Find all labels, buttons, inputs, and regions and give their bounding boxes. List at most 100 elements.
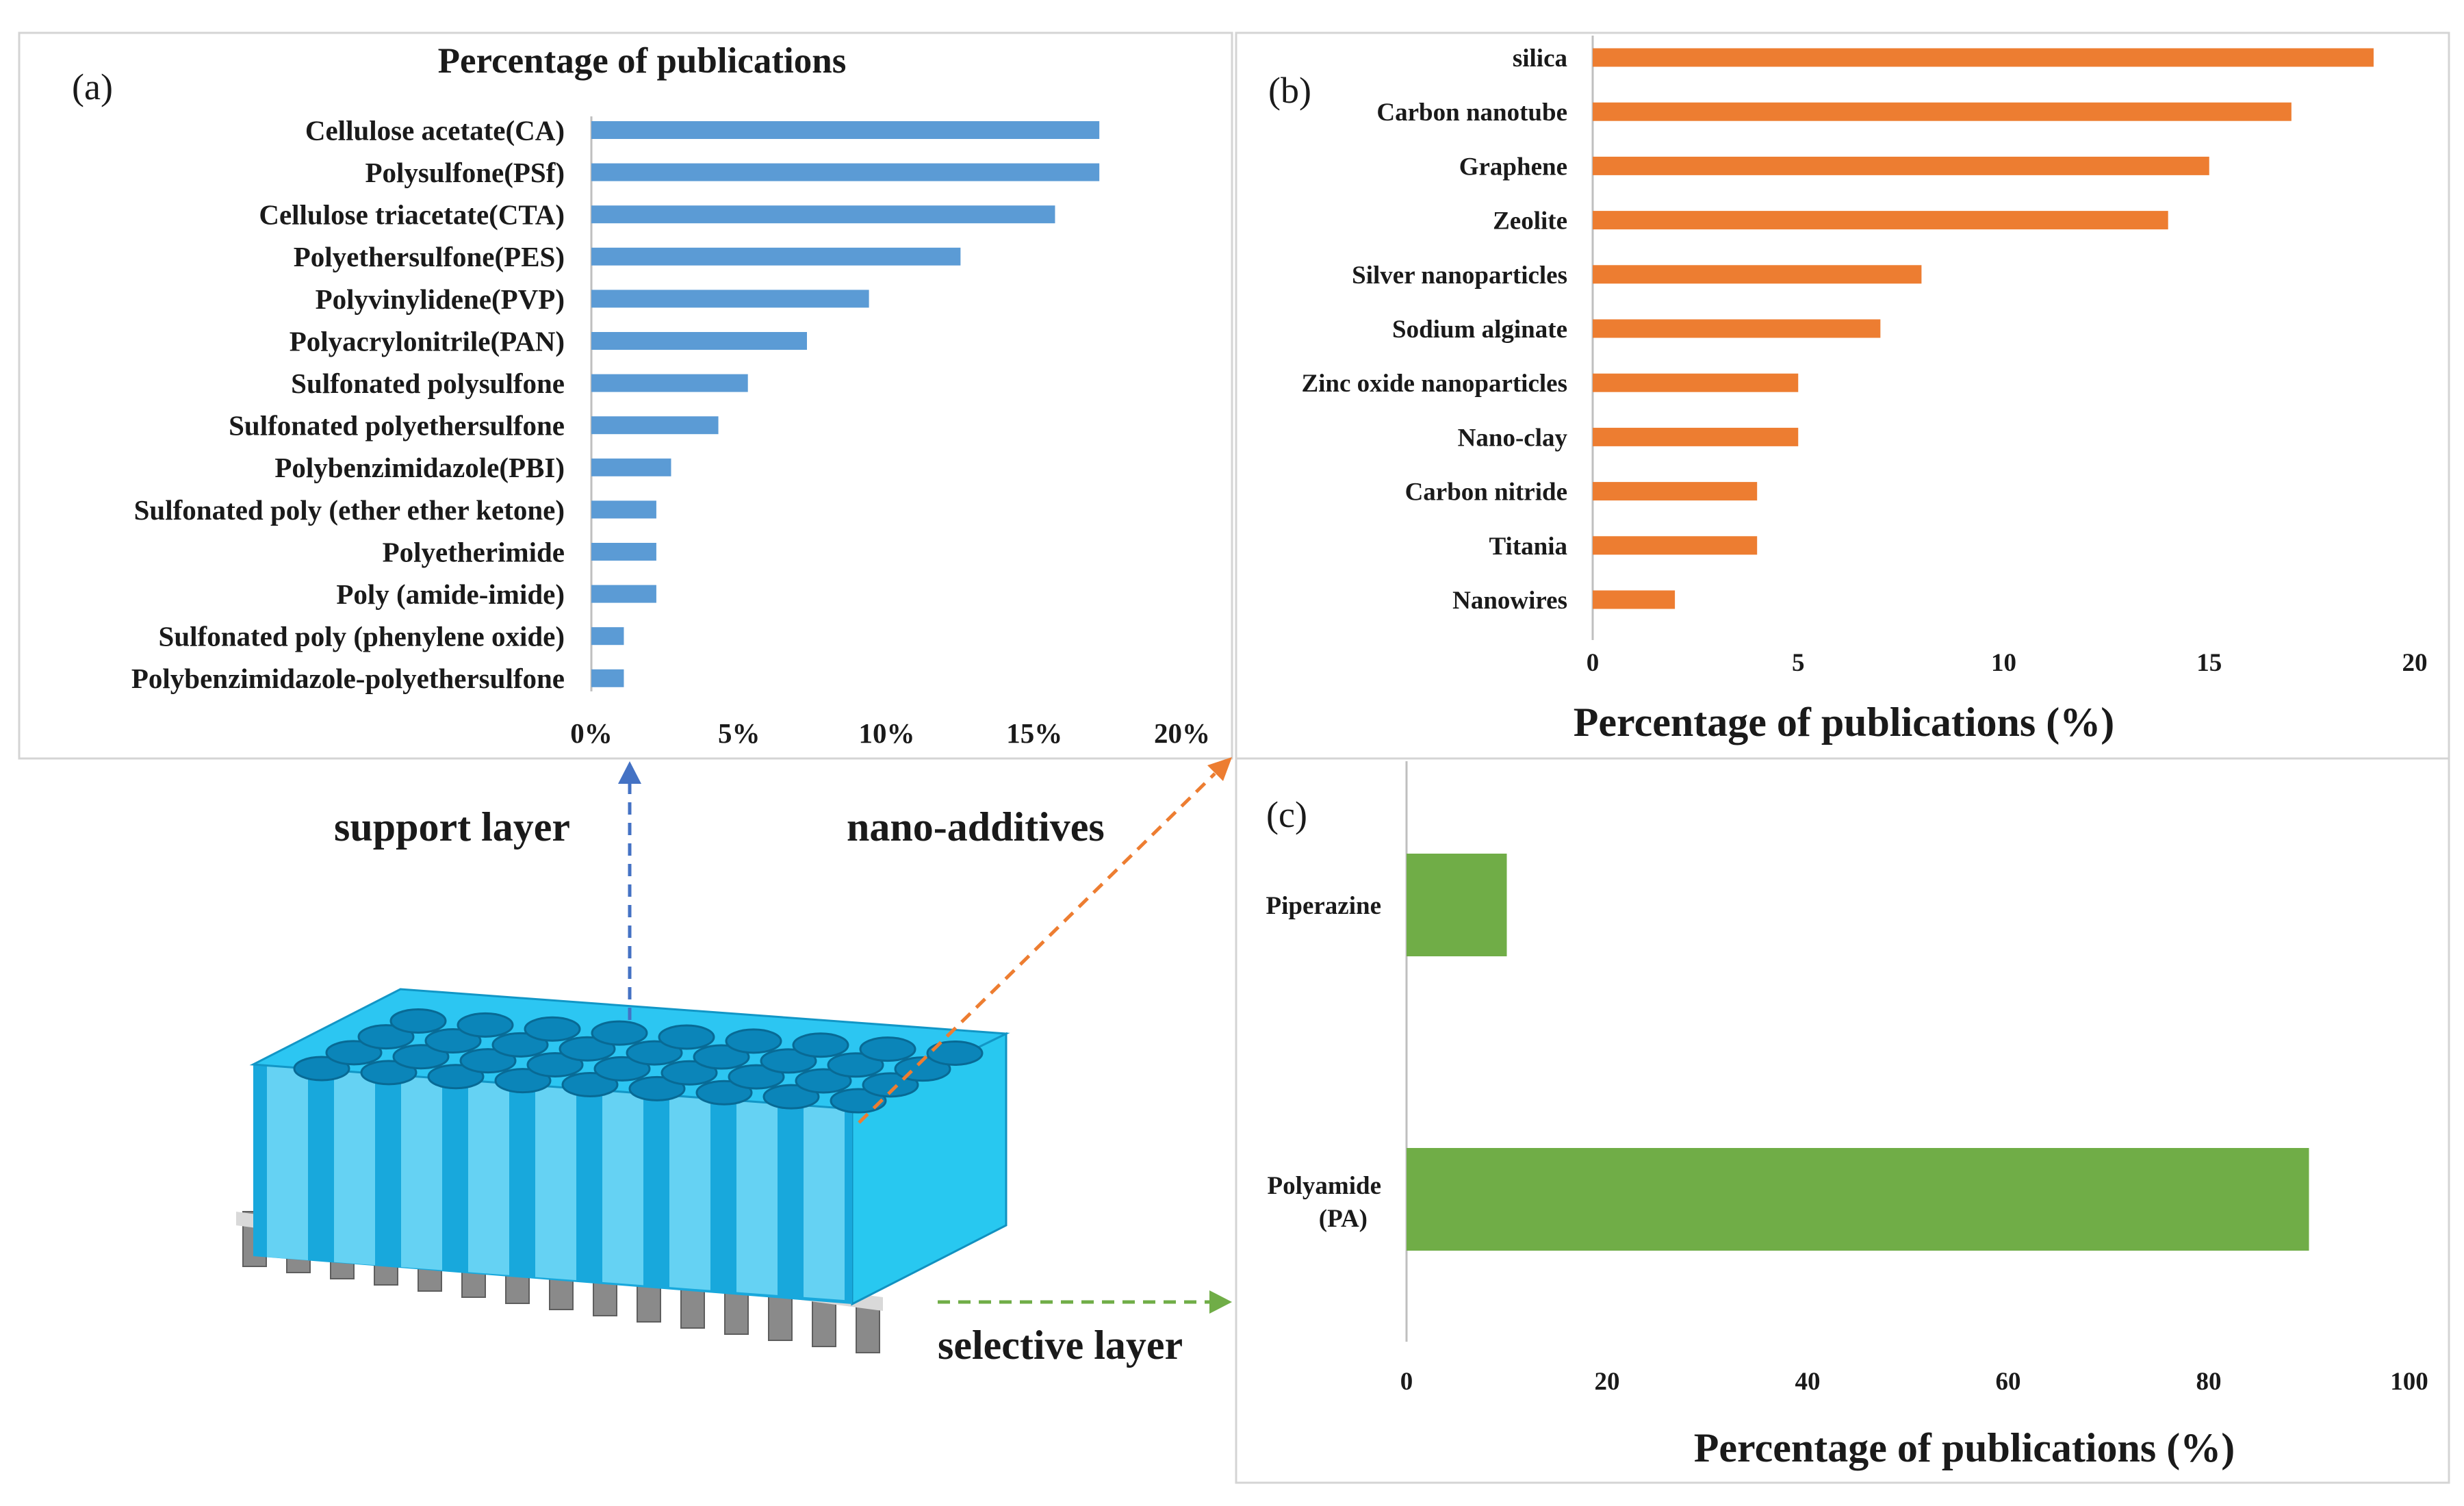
pore-3-7 [859, 1036, 916, 1062]
category-label-a-9: Sulfonated poly (ether ether ketone) [134, 494, 565, 526]
pore-3-1 [457, 1012, 514, 1038]
pore-1-6 [728, 1064, 785, 1090]
bar-a-6 [591, 374, 748, 392]
membrane-illustration [236, 988, 1010, 1353]
bar-a-5 [591, 332, 807, 350]
pore-1-3 [526, 1051, 584, 1077]
pore-2-1 [424, 1028, 482, 1054]
category-label-b-0: silica [1513, 44, 1567, 73]
category-label-a-5: Polyacrylonitrile(PAN) [290, 325, 565, 357]
tick-label-b-4: 20 [2402, 649, 2428, 677]
pore-0-3 [494, 1068, 552, 1094]
bar-a-7 [591, 416, 719, 435]
pore-1-7 [795, 1068, 852, 1094]
bar-c-1 [1407, 1148, 2309, 1251]
chart-b: silica Carbon nanotube Graphene Zeolite Silv… [1301, 36, 2428, 677]
membrane-column-6 [669, 1095, 710, 1290]
pore-3-4 [658, 1024, 715, 1050]
pore-3-0 [389, 1008, 447, 1034]
bar-a-1 [591, 163, 1100, 181]
pore-2-6 [760, 1048, 817, 1074]
pore-3-3 [591, 1020, 648, 1046]
bar-b-10 [1593, 590, 1676, 609]
bar-a-4 [591, 290, 869, 308]
selective-arrow [938, 1290, 1232, 1314]
support-arrow-head [618, 761, 641, 784]
category-label-b-6: Zinc oxide nanoparticles [1301, 370, 1567, 398]
bar-b-1 [1593, 102, 2292, 121]
bar-b-2 [1593, 156, 2209, 175]
bar-a-10 [591, 543, 656, 561]
nano-arrow-line [858, 772, 1216, 1124]
bar-a-8 [591, 458, 671, 476]
category-label-c-0: Piperazine [1266, 892, 1381, 920]
selective-arrow-head [1209, 1290, 1232, 1314]
tick-label-a-0: 0% [570, 717, 613, 749]
category-label-a-10: Polyetherimide [383, 536, 565, 567]
membrane-column-5 [602, 1090, 643, 1286]
tick-label-a-4: 20% [1154, 717, 1210, 749]
tick-label-b-1: 5 [1792, 649, 1805, 677]
category-label-b-1: Carbon nanotube [1376, 99, 1567, 127]
category-label-a-0: Cellulose acetate(CA) [305, 114, 565, 146]
nano-arrow-head [1207, 757, 1232, 781]
panel-b-xlabel: Percentage of publications (%) [1574, 700, 2114, 745]
category-label-a-1: Polysulfone(PSf) [365, 157, 565, 188]
tick-label-c-5: 100 [2390, 1368, 2428, 1396]
membrane-column-3 [468, 1080, 509, 1275]
category-label-b-9: Titania [1489, 533, 1567, 561]
pore-2-7 [827, 1052, 884, 1078]
bar-b-3 [1593, 211, 2168, 230]
category-label-a-3: Polyethersulfone(PES) [294, 241, 565, 272]
tick-label-b-3: 15 [2196, 649, 2222, 677]
nano-arrow [858, 757, 1232, 1124]
tick-label-c-0: 0 [1400, 1368, 1413, 1396]
bar-a-3 [591, 247, 961, 266]
chart-c: Piperazine Polyamide (PA) 0 20 40 60 80 100 [1266, 761, 2428, 1396]
pore-0-8 [830, 1088, 887, 1114]
panel-c-label: (c) [1266, 794, 1307, 835]
membrane-column-7 [736, 1100, 778, 1295]
bar-a-2 [591, 205, 1055, 224]
pore-2-4 [626, 1040, 683, 1066]
selective-layer-label: selective layer [938, 1323, 1183, 1368]
category-label-a-7: Sulfonated polyethersulfone [229, 410, 565, 442]
pore-1-0 [325, 1040, 383, 1066]
tick-label-c-1: 20 [1595, 1368, 1620, 1396]
pore-3-2 [524, 1016, 581, 1042]
membrane-column-0 [267, 1065, 308, 1260]
category-label-a-2: Cellulose triacetate(CTA) [259, 199, 565, 231]
membrane-pores [293, 1008, 984, 1114]
pore-0-2 [427, 1064, 485, 1090]
pore-1-2 [459, 1048, 517, 1074]
category-label-a-8: Polybenzimidazole(PBI) [274, 452, 565, 483]
pore-0-4 [561, 1072, 619, 1098]
category-label-c-1: Polyamide (PA) [1268, 1172, 1381, 1233]
pore-0-0 [293, 1056, 350, 1082]
membrane-column-2 [401, 1075, 442, 1271]
panel-b-frame [1235, 31, 2450, 760]
bar-a-13 [591, 669, 624, 687]
category-label-b-2: Graphene [1459, 153, 1567, 181]
category-label-a-6: Sulfonated polysulfone [291, 368, 565, 399]
bar-b-9 [1593, 536, 1758, 555]
pore-0-6 [695, 1080, 753, 1106]
tick-label-a-3: 15% [1006, 717, 1062, 749]
bar-b-8 [1593, 482, 1758, 501]
membrane-front-columns [267, 1065, 845, 1301]
category-label-b-8: Carbon nitride [1405, 478, 1567, 507]
category-label-b-7: Nano-clay [1458, 424, 1568, 452]
pore-2-0 [357, 1024, 415, 1050]
pore-3-5 [725, 1028, 782, 1054]
tick-label-b-0: 0 [1587, 649, 1600, 677]
membrane-column-8 [804, 1105, 845, 1301]
bar-a-9 [591, 500, 656, 519]
membrane-column-4 [535, 1085, 576, 1281]
category-label-a-13: Polybenzimidazole-polyethersulfone [131, 663, 565, 694]
tick-label-a-2: 10% [859, 717, 915, 749]
category-label-a-12: Sulfonated poly (phenylene oxide) [159, 621, 565, 652]
chart-a: Cellulose acetate(CA) Polysulfone(PSf) Cel… [131, 114, 1210, 749]
tick-label-a-1: 5% [718, 717, 760, 749]
support-layer-label: support layer [334, 804, 570, 850]
